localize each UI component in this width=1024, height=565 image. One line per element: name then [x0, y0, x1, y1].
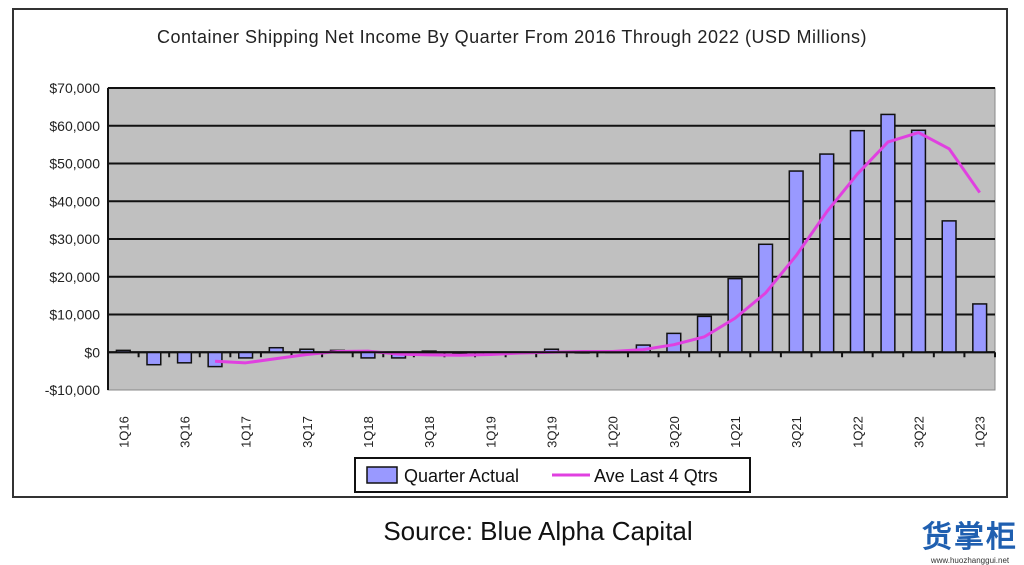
x-tick-label: 1Q20 [606, 416, 621, 448]
y-tick-label: $10,000 [49, 307, 100, 323]
y-tick-label: $20,000 [49, 269, 100, 285]
x-tick-label: 1Q18 [361, 416, 376, 448]
x-tick-label: 1Q19 [483, 416, 498, 448]
x-tick-label: 1Q22 [850, 416, 865, 448]
watermark-logo: 货掌柜 www.huozhanggui.net [922, 521, 1018, 565]
bar-4Q16 [207, 351, 223, 368]
y-tick-label: $60,000 [49, 118, 100, 134]
x-tick-label: 1Q21 [728, 416, 743, 448]
chart: Container Shipping Net Income By Quarter… [45, 27, 996, 493]
bar-4Q22 [941, 220, 957, 353]
x-tick-label: 1Q17 [239, 416, 254, 448]
x-tick-label: 3Q22 [912, 416, 927, 448]
bar-1Q22 [849, 129, 865, 353]
bar-2Q22 [880, 113, 896, 353]
x-tick-label: 3Q21 [789, 416, 804, 448]
bar-2Q16 [146, 351, 162, 366]
source-caption: Source: Blue Alpha Capital [383, 516, 693, 546]
x-tick-label: 3Q16 [177, 416, 192, 448]
legend-label-average: Ave Last 4 Qtrs [594, 466, 718, 486]
y-tick-label: $30,000 [49, 231, 100, 247]
x-tick-label: 3Q18 [422, 416, 437, 448]
y-tick-label: $0 [84, 344, 100, 360]
legend-bar-swatch [366, 466, 398, 484]
x-tick-label: 1Q23 [973, 416, 988, 448]
y-tick-label: $50,000 [49, 156, 100, 172]
x-tick-label: 3Q20 [667, 416, 682, 448]
chart-title: Container Shipping Net Income By Quarter… [157, 27, 867, 47]
x-tick-label: 1Q16 [116, 416, 131, 448]
x-tick-label: 3Q17 [300, 416, 315, 448]
legend-label-quarter-actual: Quarter Actual [404, 466, 519, 486]
y-tick-label: -$10,000 [45, 382, 100, 398]
y-tick-label: $40,000 [49, 193, 100, 209]
y-tick-label: $70,000 [49, 80, 100, 96]
bar-3Q16 [176, 351, 193, 364]
x-tick-label: 3Q19 [545, 416, 560, 448]
bar-3Q22 [910, 129, 927, 353]
bar-1Q23 [972, 303, 988, 353]
chart-frame [12, 8, 1008, 498]
bar-4Q21 [819, 153, 835, 353]
